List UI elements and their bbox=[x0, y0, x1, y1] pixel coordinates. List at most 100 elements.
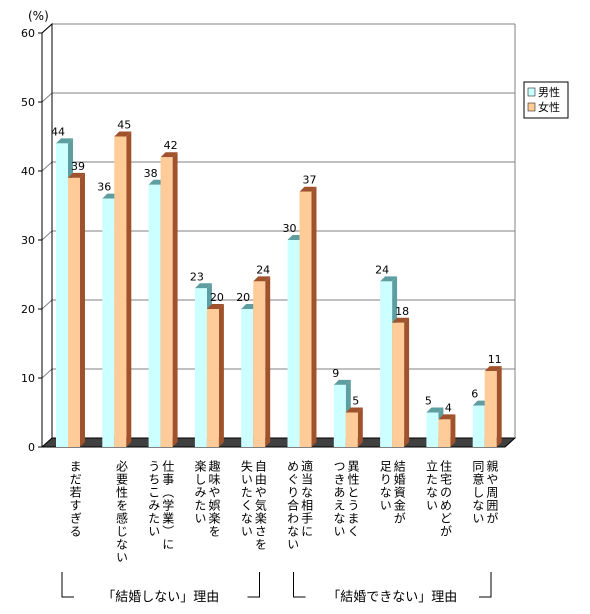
legend-label: 男性 bbox=[538, 85, 560, 99]
y-tick-label: 40 bbox=[21, 165, 35, 178]
category-label: 必要性を感じない bbox=[114, 460, 128, 564]
legend-label: 女性 bbox=[538, 100, 560, 114]
bar bbox=[148, 184, 161, 448]
data-label: 30 bbox=[283, 222, 297, 235]
bar bbox=[299, 191, 312, 447]
group-bracket-left bbox=[61, 572, 74, 598]
bar bbox=[438, 419, 451, 447]
y-tick-label: 50 bbox=[21, 96, 35, 109]
data-label: 20 bbox=[210, 291, 224, 304]
group-bracket-right bbox=[247, 572, 260, 598]
data-label: 24 bbox=[375, 263, 389, 276]
bar-top bbox=[333, 379, 351, 385]
data-label: 5 bbox=[425, 395, 432, 408]
y-tick-label: 0 bbox=[28, 441, 35, 454]
bar-side bbox=[357, 407, 363, 447]
data-label: 23 bbox=[190, 270, 204, 283]
bar-top bbox=[426, 407, 444, 413]
bar bbox=[253, 281, 266, 447]
group-label: 「結婚しない」理由 bbox=[102, 590, 219, 605]
gridline-depth bbox=[41, 230, 53, 241]
unit-label: (%) bbox=[28, 9, 49, 23]
data-label: 38 bbox=[144, 167, 158, 180]
bar bbox=[114, 136, 127, 447]
bar-side bbox=[172, 152, 178, 447]
group-label-gap bbox=[324, 595, 461, 599]
bar-top bbox=[438, 414, 456, 420]
bar-top bbox=[206, 304, 224, 309]
category-label: まだ若すぎる bbox=[68, 460, 82, 538]
bar bbox=[287, 240, 300, 447]
category-label: 仕事（学業）に bbox=[161, 460, 175, 551]
group-label: 「結婚できない」理由 bbox=[327, 590, 457, 605]
legend-swatch bbox=[527, 87, 536, 97]
bar-side bbox=[218, 304, 224, 447]
bar bbox=[472, 405, 485, 447]
bar-top bbox=[380, 276, 398, 282]
bar-top bbox=[56, 138, 73, 144]
category-label: 親や周囲が bbox=[485, 460, 499, 525]
bar bbox=[194, 288, 207, 447]
bar-side bbox=[126, 131, 132, 447]
bar-top bbox=[299, 186, 317, 192]
data-label: 39 bbox=[71, 160, 85, 173]
bar bbox=[68, 177, 80, 447]
category-label: 異性とうまく bbox=[346, 460, 360, 538]
bar-top bbox=[392, 317, 410, 323]
y-tick-label: 20 bbox=[21, 303, 35, 316]
group-bracket-left bbox=[293, 572, 306, 598]
bar-top bbox=[114, 131, 132, 137]
gridline-depth bbox=[41, 92, 53, 103]
bar-side bbox=[265, 276, 271, 447]
category-label: 趣味や娯楽を bbox=[207, 459, 221, 538]
bar bbox=[426, 412, 439, 447]
gridline-depth bbox=[41, 299, 53, 310]
gridline-depth bbox=[41, 161, 53, 172]
legend-swatch bbox=[527, 102, 536, 112]
data-label: 45 bbox=[117, 119, 131, 132]
category-label: 適当な相手に bbox=[300, 459, 314, 538]
data-label: 37 bbox=[303, 174, 317, 187]
bar-top bbox=[345, 407, 363, 413]
data-label: 4 bbox=[445, 401, 452, 414]
category-label: つきあえない bbox=[332, 460, 346, 538]
bar-top bbox=[160, 152, 178, 158]
category-label: 楽しみたい bbox=[193, 460, 207, 525]
bar-side bbox=[496, 366, 502, 447]
side-wall-edge bbox=[41, 22, 53, 438]
bar bbox=[206, 309, 219, 447]
data-label: 6 bbox=[471, 388, 478, 401]
gridline-depth bbox=[41, 368, 53, 379]
y-tick-label: 60 bbox=[21, 27, 35, 40]
bar bbox=[333, 384, 346, 447]
bar-side bbox=[404, 317, 410, 447]
data-label: 18 bbox=[395, 305, 409, 318]
data-label: 44 bbox=[51, 125, 65, 138]
bar-side bbox=[80, 172, 85, 447]
category-label: 足りない bbox=[378, 460, 392, 512]
bar bbox=[392, 322, 405, 447]
data-label: 42 bbox=[164, 139, 178, 152]
bar-top bbox=[253, 276, 271, 282]
category-label: 自由や気楽さを bbox=[253, 460, 267, 551]
data-label: 24 bbox=[256, 263, 270, 276]
bar-side bbox=[450, 414, 456, 447]
bar-top bbox=[194, 283, 212, 289]
group-label-gap bbox=[99, 595, 223, 599]
bar bbox=[56, 143, 68, 447]
group-bracket-right bbox=[479, 572, 492, 598]
bar bbox=[345, 412, 358, 447]
bar bbox=[484, 371, 497, 447]
bar-top bbox=[68, 172, 85, 178]
bar-top bbox=[484, 366, 502, 372]
category-label: 住宅のめどが bbox=[439, 460, 453, 538]
category-label: 立たない bbox=[425, 459, 439, 512]
data-label: 9 bbox=[332, 367, 339, 380]
bar bbox=[241, 309, 254, 447]
bar bbox=[160, 157, 173, 447]
data-label: 20 bbox=[236, 291, 250, 304]
category-label: 結婚資金が bbox=[392, 460, 406, 525]
data-label: 11 bbox=[488, 353, 502, 366]
category-label: 失いたくない bbox=[239, 459, 253, 538]
data-label: 5 bbox=[352, 395, 359, 408]
